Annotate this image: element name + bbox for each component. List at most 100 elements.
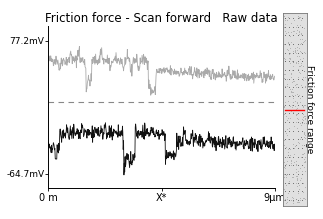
Point <box>282 199 287 202</box>
Point <box>283 131 288 134</box>
Point <box>300 121 305 125</box>
Point <box>284 197 289 201</box>
Point <box>302 196 307 200</box>
Point <box>301 196 306 200</box>
Point <box>298 138 303 141</box>
Point <box>281 106 287 109</box>
Point <box>283 175 288 178</box>
Point <box>293 82 298 85</box>
Point <box>300 104 305 108</box>
Point <box>282 14 287 18</box>
Point <box>294 112 299 115</box>
Point <box>297 167 302 170</box>
Point <box>289 60 295 63</box>
Point <box>300 60 305 63</box>
Point <box>290 142 296 145</box>
Point <box>301 64 306 68</box>
Point <box>302 51 307 54</box>
Point <box>282 57 287 60</box>
Point <box>298 49 303 53</box>
Point <box>296 93 301 96</box>
Point <box>297 196 303 200</box>
Point <box>297 198 303 201</box>
Point <box>290 111 295 114</box>
Point <box>294 126 299 130</box>
Point <box>284 202 289 205</box>
Point <box>299 31 304 35</box>
Point <box>297 71 302 74</box>
Point <box>300 41 306 44</box>
Point <box>293 50 298 53</box>
Point <box>302 155 307 159</box>
Point <box>293 144 298 147</box>
Point <box>293 25 298 28</box>
Point <box>290 175 296 179</box>
Point <box>284 145 289 149</box>
Point <box>302 169 307 173</box>
Point <box>287 155 292 159</box>
Point <box>298 176 304 180</box>
Point <box>283 173 288 177</box>
Point <box>293 170 298 174</box>
Point <box>289 68 294 72</box>
Point <box>297 178 303 182</box>
Point <box>298 41 304 44</box>
Point <box>291 29 296 33</box>
Point <box>296 64 301 67</box>
Point <box>301 143 307 147</box>
Point <box>299 51 304 54</box>
Point <box>295 101 300 105</box>
Point <box>302 26 307 30</box>
Point <box>301 157 307 160</box>
Point <box>288 90 294 94</box>
Point <box>285 48 290 51</box>
Point <box>285 116 290 119</box>
Point <box>289 162 294 165</box>
Point <box>296 183 301 186</box>
Point <box>302 103 307 106</box>
Point <box>302 75 307 78</box>
Point <box>287 43 292 46</box>
Point <box>294 175 299 178</box>
Point <box>284 159 289 162</box>
Point <box>286 147 291 151</box>
Point <box>299 83 304 87</box>
Point <box>288 109 293 113</box>
Point <box>294 197 299 200</box>
Point <box>292 108 297 112</box>
Point <box>298 155 303 159</box>
Point <box>283 17 288 20</box>
Point <box>295 200 300 204</box>
Point <box>284 83 289 86</box>
Point <box>285 172 290 175</box>
Point <box>287 180 292 183</box>
Point <box>292 83 297 86</box>
Point <box>286 154 291 157</box>
Point <box>289 105 295 109</box>
Point <box>294 112 299 116</box>
Point <box>287 154 292 157</box>
Point <box>282 85 287 88</box>
Point <box>301 131 306 135</box>
Point <box>301 39 307 43</box>
Point <box>290 29 296 33</box>
Point <box>295 48 300 51</box>
Point <box>291 79 296 83</box>
Point <box>301 112 306 116</box>
Point <box>299 37 305 41</box>
Point <box>291 79 296 83</box>
Point <box>287 104 292 108</box>
Point <box>297 200 302 203</box>
Point <box>283 72 288 75</box>
Point <box>294 178 299 181</box>
Point <box>302 117 307 121</box>
Point <box>290 201 295 205</box>
Point <box>301 135 306 138</box>
Point <box>283 165 288 168</box>
Point <box>296 54 301 57</box>
Point <box>284 31 289 35</box>
Point <box>302 116 307 119</box>
Point <box>287 117 292 120</box>
Point <box>298 42 303 46</box>
Point <box>294 117 299 120</box>
